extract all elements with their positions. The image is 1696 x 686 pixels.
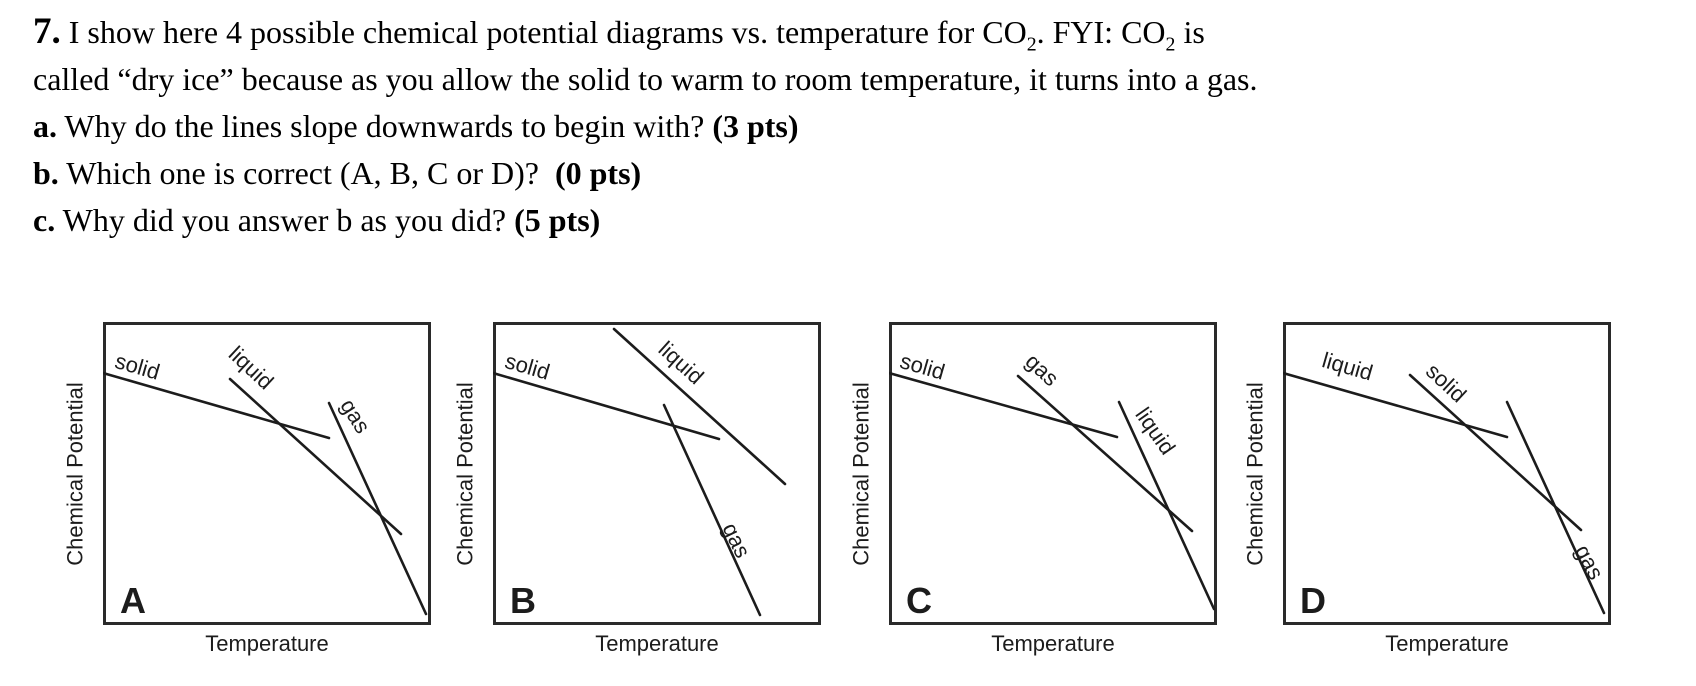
body-text: Why did you answer b as you did? [55, 202, 515, 238]
x-axis-label: Temperature [595, 631, 719, 656]
x-axis-label: Temperature [991, 631, 1115, 656]
solid-label: solid [897, 348, 947, 385]
question-line-3: a. Why do the lines slope downwards to b… [33, 103, 1258, 150]
bold-text: b. [33, 155, 59, 191]
panel-letter-B: B [510, 580, 536, 621]
diagram-D: liquid solid gas D [1283, 322, 1611, 625]
liquid-line [612, 327, 787, 486]
bold-text: a. [33, 108, 57, 144]
body-text: is [1175, 14, 1205, 50]
solid-line [1408, 373, 1583, 532]
liquid-line [1283, 371, 1509, 439]
liquid-label: liquid [224, 341, 279, 394]
bold-text: (5 pts) [514, 202, 601, 238]
liquid-line [1117, 400, 1216, 611]
body-text: I show here 4 possible chemical potentia… [60, 14, 1027, 50]
liquid-line [228, 377, 403, 536]
gas-line [1016, 374, 1194, 533]
gas-line [327, 401, 428, 616]
bold-text: c. [33, 202, 56, 238]
subscript: 2 [1165, 33, 1176, 56]
question-line-4: b. Which one is correct (A, B, C or D)? … [33, 150, 1258, 197]
plot-border [1283, 322, 1611, 625]
gas-line [662, 403, 762, 617]
liquid-label: liquid [1130, 403, 1180, 459]
body-text: Which one is correct (A, B, C or D)? [58, 155, 555, 191]
gas-label: gas [1570, 541, 1609, 584]
y-axis-label: Chemical Potential [1242, 381, 1267, 566]
plot-border [103, 322, 431, 625]
question-line-5: c. Why did you answer b as you did? (5 p… [33, 197, 1258, 244]
solid-line [493, 371, 721, 441]
x-axis-label: Temperature [205, 631, 329, 656]
panel-letter-C: C [906, 580, 932, 621]
question-text: 7. I show here 4 possible chemical poten… [33, 8, 1258, 244]
y-axis-label: Chemical Potential [62, 381, 87, 566]
y-axis-label: Chemical Potential [848, 381, 873, 566]
x-axis-label: Temperature [1385, 631, 1509, 656]
solid-line [889, 371, 1119, 439]
liquid-label: liquid [1319, 347, 1375, 385]
plot-border [493, 322, 821, 625]
gas-label: gas [718, 519, 756, 562]
panel-letter-D: D [1300, 580, 1326, 621]
y-axis-label: Chemical Potential [452, 381, 477, 566]
bold-text: 7. [33, 11, 61, 52]
liquid-label: liquid [654, 336, 709, 389]
solid-line [103, 371, 331, 440]
body-text: Why do the lines slope downwards to begi… [57, 108, 713, 144]
subscript: 2 [1026, 33, 1037, 56]
question-line-2: called “dry ice” because as you allow th… [33, 56, 1258, 103]
gas-line [1505, 400, 1606, 615]
body-text: . FYI: CO [1036, 14, 1166, 50]
body-text: called “dry ice” because as you allow th… [33, 61, 1258, 97]
question-line-1: 7. I show here 4 possible chemical poten… [33, 8, 1258, 56]
solid-label: solid [1421, 358, 1471, 407]
bold-text: (0 pts) [554, 155, 642, 191]
bold-text: (3 pts) [712, 108, 799, 144]
panel-letter-A: A [120, 580, 146, 621]
plot-border [889, 322, 1217, 625]
